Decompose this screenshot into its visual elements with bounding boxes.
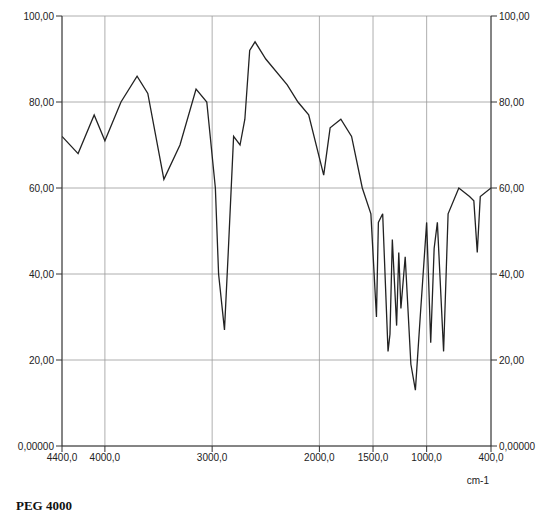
svg-text:20,00: 20,00 [499,355,524,366]
svg-text:40,00: 40,00 [29,269,54,280]
svg-text:1000,0: 1000,0 [411,452,442,463]
svg-text:60,00: 60,00 [29,183,54,194]
svg-text:0,00000: 0,00000 [18,441,55,452]
svg-text:400,0: 400,0 [478,452,503,463]
svg-text:4400,0: 4400,0 [47,452,78,463]
svg-text:0,00000: 0,00000 [499,441,536,452]
svg-text:2000,0: 2000,0 [304,452,335,463]
svg-text:1500,0: 1500,0 [358,452,389,463]
svg-text:80,00: 80,00 [29,97,54,108]
svg-text:40,00: 40,00 [499,269,524,280]
svg-text:cm-1: cm-1 [467,475,490,486]
svg-text:60,00: 60,00 [499,183,524,194]
html-text:PEG 4000: PEG 4000 [16,498,72,513]
svg-text:100,00: 100,00 [499,11,530,22]
svg-text:100,00: 100,00 [23,11,54,22]
svg-text:80,00: 80,00 [499,97,524,108]
svg-text:20,00: 20,00 [29,355,54,366]
svg-text:4000,0: 4000,0 [90,452,121,463]
svg-text:3000,0: 3000,0 [197,452,228,463]
